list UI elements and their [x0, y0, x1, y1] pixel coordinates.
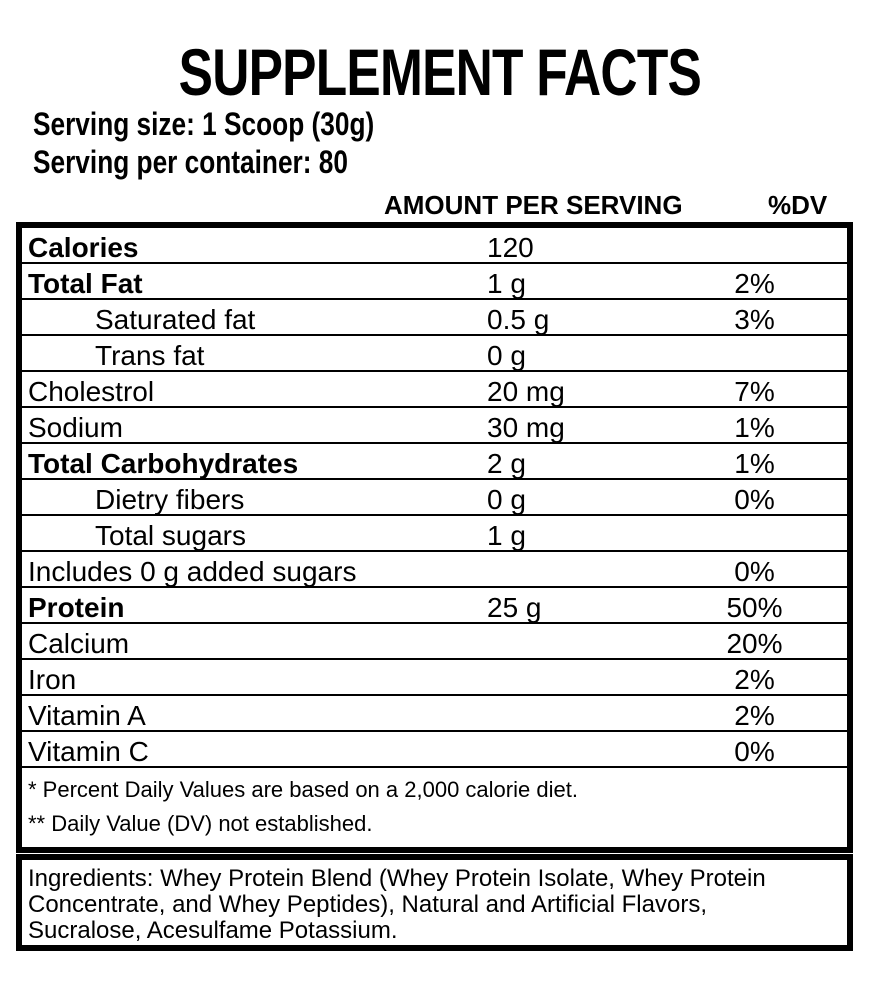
serving-size-text: Serving size: 1 Scoop (30g) — [33, 106, 375, 142]
nutrient-label: Sodium — [28, 412, 123, 443]
percent-dv-header: %DV — [768, 190, 828, 220]
nutrient-label: Calcium — [28, 628, 130, 659]
amount-value — [487, 665, 662, 694]
table-row: Vitamin A 2% — [22, 696, 847, 732]
table-row: Sodium 30 mg 1% — [22, 408, 847, 444]
ingredients-text-line: Concentrate, and Whey Peptides), Natural… — [28, 891, 707, 918]
amount-value — [487, 737, 662, 766]
nutrient-label: Vitamin A — [28, 700, 146, 731]
amount-value — [487, 701, 662, 730]
dv-value: 2% — [734, 268, 775, 299]
table-row: Total sugars 1 g — [22, 516, 847, 552]
nutrient-label: Total Carbohydrates — [28, 448, 299, 479]
table-row: Calcium 20% — [22, 624, 847, 660]
facts-table: Calories 120 Total Fat 1 g 2% Saturated fat 0.… — [16, 222, 853, 853]
nutrient-label: Trans fat — [95, 340, 205, 371]
amount-value: 0 g — [487, 340, 526, 371]
nutrient-label: Saturated fat — [95, 304, 256, 335]
nutrient-label: Includes 0 g added sugars — [28, 556, 357, 587]
nutrient-label: Protein — [28, 592, 125, 623]
amount-value: 0.5 g — [487, 304, 550, 335]
table-row: Trans fat 0 g — [22, 336, 847, 372]
title-container: SUPPLEMENT FACTS — [0, 39, 880, 105]
ingredients-text-line: Ingredients: Whey Protein Blend (Whey Pr… — [28, 865, 766, 892]
facts-rows: Calories 120 Total Fat 1 g 2% Saturated fat 0.… — [22, 228, 847, 768]
dv-value: 0% — [734, 556, 775, 587]
amount-value: 20 mg — [487, 376, 565, 407]
footnote-line: * Percent Daily Values are based on a 2,… — [28, 777, 578, 802]
nutrient-label: Total Fat — [28, 268, 143, 299]
amount-value: 25 g — [487, 592, 542, 623]
dv-value — [662, 341, 847, 370]
footnotes: * Percent Daily Values are based on a 2,… — [22, 768, 847, 837]
amount-per-serving-header: AMOUNT PER SERVING — [384, 190, 683, 220]
dv-value: 7% — [734, 376, 775, 407]
dv-value: 2% — [734, 664, 775, 695]
table-row: Includes 0 g added sugars 0% — [22, 552, 847, 588]
ingredients-text-line: Sucralose, Acesulfame Potassium. — [28, 917, 398, 944]
amount-value: 1 g — [487, 268, 526, 299]
dv-value: 20% — [726, 628, 783, 659]
table-row: Total Carbohydrates 2 g 1% — [22, 444, 847, 480]
footnote-line: ** Daily Value (DV) not established. — [28, 811, 373, 836]
dv-value: 2% — [734, 700, 775, 731]
amount-value: 0 g — [487, 484, 526, 515]
table-row: Dietry fibers 0 g 0% — [22, 480, 847, 516]
table-row: Saturated fat 0.5 g 3% — [22, 300, 847, 336]
amount-value — [487, 557, 662, 586]
dv-value — [662, 521, 847, 550]
table-row: Total Fat 1 g 2% — [22, 264, 847, 300]
dv-value: 50% — [726, 592, 783, 623]
dv-value: 0% — [734, 736, 775, 767]
amount-value: 120 — [487, 232, 534, 263]
table-row: Calories 120 — [22, 228, 847, 264]
dv-value: 1% — [734, 412, 775, 443]
nutrient-label: Dietry fibers — [95, 484, 245, 515]
dv-value: 0% — [734, 484, 775, 515]
nutrient-label: Cholestrol — [28, 376, 155, 407]
table-row: Iron 2% — [22, 660, 847, 696]
dv-value: 3% — [734, 304, 775, 335]
nutrient-label: Calories — [28, 232, 139, 263]
table-row: Protein 25 g 50% — [22, 588, 847, 624]
dv-value — [662, 233, 847, 262]
nutrient-label: Vitamin C — [28, 736, 149, 767]
table-row: Cholestrol 20 mg 7% — [22, 372, 847, 408]
amount-value: 2 g — [487, 448, 526, 479]
nutrient-label: Iron — [28, 664, 77, 695]
dv-value: 1% — [734, 448, 775, 479]
amount-value: 1 g — [487, 520, 526, 551]
ingredients-box: Ingredients: Whey Protein Blend (Whey Pr… — [16, 854, 853, 951]
amount-value: 30 mg — [487, 412, 565, 443]
nutrient-label: Total sugars — [95, 520, 246, 551]
page-title: SUPPLEMENT FACTS — [178, 35, 702, 109]
amount-value — [487, 629, 662, 658]
table-row: Vitamin C 0% — [22, 732, 847, 768]
servings-per-container-text: Serving per container: 80 — [33, 144, 348, 180]
